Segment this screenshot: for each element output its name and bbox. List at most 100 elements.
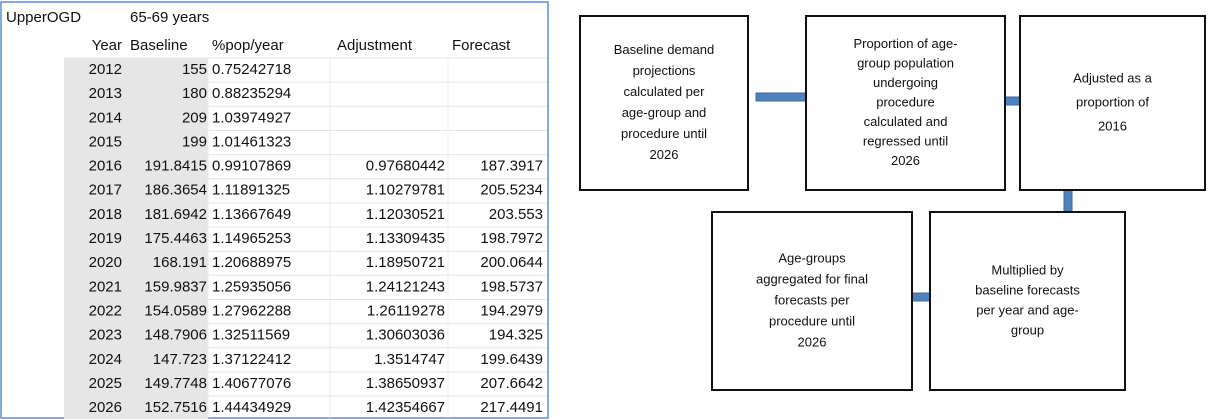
table-cell: 149.7748 [144,375,207,392]
header-cell: Adjustment [337,37,413,54]
table-cell: 0.99107869 [212,158,291,175]
table-cell: 2012 [89,61,122,78]
box-text: 2026 [891,153,920,168]
table-cell: 0.75242718 [212,61,291,78]
table-cell: 199.6439 [480,351,543,368]
box-text: 2016 [1098,118,1127,133]
table-cell: 2024 [89,351,122,368]
table-cell: 2014 [89,109,122,126]
table-cell: 1.03974927 [212,109,291,126]
table-cell: 1.32511569 [212,327,290,344]
table-cell: 205.5234 [480,182,543,199]
box-text: forecasts per [774,292,850,307]
table-cell: 1.11891325 [212,182,290,199]
table-cell: 2016 [89,158,122,175]
table-cell: 2026 [89,399,122,416]
box-text: Multiplied by [991,262,1064,277]
table-cell: 1.30603036 [366,327,445,344]
table-cell: 200.0644 [480,254,543,271]
table-cell: 1.20688975 [212,254,291,271]
header-cell: Baseline [130,37,188,54]
table-cell: 180 [182,85,207,102]
table-cell: 207.6642 [480,375,543,392]
header-cell: Year [92,37,122,54]
process-box [1019,15,1206,191]
table-cell: 154.0589 [144,302,207,319]
box-text: proportion of [1076,94,1149,109]
box-text: regressed until [863,133,948,148]
table-title: UpperOGD [6,9,81,26]
table-cell: 2018 [89,206,122,223]
table-cell: 148.7906 [144,327,207,344]
table-cell: 2022 [89,302,122,319]
table-cell: 217.4491 [480,399,543,416]
table-cell: 147.723 [153,351,207,368]
box-text: projections [633,63,696,78]
table-cell: 1.44434929 [212,399,291,416]
box-text: age-group and [622,105,707,120]
box-text: Age-groups [778,250,846,265]
table-cell: 2023 [89,327,122,344]
box-text: aggregated for final [756,271,868,286]
table-cell: 1.24121243 [366,278,445,295]
table-cell: 1.13309435 [366,230,445,247]
box-text: 2026 [798,334,827,349]
box-text: Adjusted as a [1073,70,1153,85]
process-box [805,15,1006,191]
box-text: procedure until [769,313,855,328]
table-cell: 1.13667649 [212,206,291,223]
table-cell: 191.8415 [144,158,207,175]
table-cell: 198.5737 [480,278,543,295]
table-cell: 1.01461323 [212,133,291,150]
table-cell: 199 [182,133,207,150]
table-cell: 2019 [89,230,122,247]
table-cell: 194.2979 [480,302,543,319]
box-text: Proportion of age- [853,36,957,51]
table-cell: 2020 [89,254,122,271]
table-cell: 1.27962288 [212,302,291,319]
shaded-column [64,58,208,419]
box-text: Baseline demand [614,42,714,57]
table-cell: 168.191 [153,254,207,271]
table-cell: 203.553 [489,206,543,223]
table-subtitle: 65-69 years [130,9,209,26]
process-box [929,211,1126,391]
box-text: calculated and [864,114,948,129]
table-cell: 1.37122412 [212,351,291,368]
table-cell: 159.9837 [144,278,207,295]
table-cell: 2013 [89,85,122,102]
table-cell: 2021 [89,278,122,295]
table-cell: 186.3654 [144,182,207,199]
box-text: procedure [876,94,935,109]
box-text: procedure until [621,126,707,141]
diagram: Baseline demand projections calculated per… [579,15,1206,391]
box-text: group [1011,322,1044,337]
table-cell: 0.97680442 [366,158,445,175]
header-cell: Forecast [452,37,511,54]
table-cell: 1.3514747 [374,351,445,368]
table-cell: 1.12030521 [366,206,445,223]
table-cell: 1.38650937 [366,375,445,392]
table-cell: 1.14965253 [212,230,291,247]
table-cell: 1.26119278 [367,302,445,319]
table-cell: 0.88235294 [212,85,291,102]
table-cell: 1.40677076 [212,375,291,392]
table-cell: 181.6942 [144,206,207,223]
table-cell: 152.7516 [144,399,207,416]
table-cell: 194.325 [489,327,543,344]
table-cell: 1.25935056 [212,278,291,295]
table-cell: 198.7972 [480,230,543,247]
table-cell: 1.18950721 [366,254,445,271]
box-text: baseline forecasts [975,282,1080,297]
table-cell: 1.42354667 [366,399,445,416]
process-box [711,211,913,391]
box-text: undergoing [873,75,938,90]
box-text: group population [857,55,954,70]
table-cell: 187.3917 [480,158,543,175]
table-cell: 1.10279781 [366,182,445,199]
table-cell: 2025 [89,375,122,392]
table-cell: 175.4463 [144,230,207,247]
table-cell: 2017 [89,182,122,199]
